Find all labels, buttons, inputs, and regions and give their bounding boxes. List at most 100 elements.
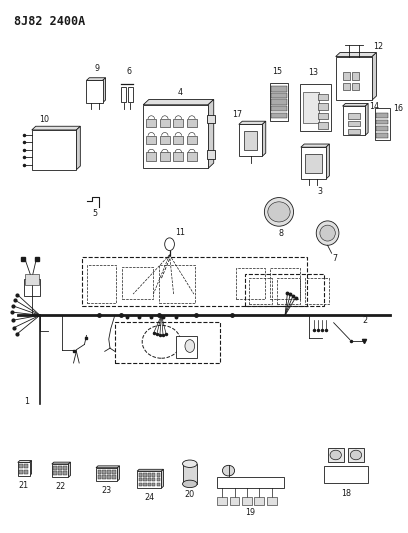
Bar (318, 103, 328, 110)
Circle shape (165, 238, 174, 251)
Bar (122, 266, 153, 300)
Bar (336, 56, 372, 100)
Bar (148, 473, 151, 477)
Bar (353, 83, 359, 91)
Bar (318, 113, 328, 119)
Bar (376, 119, 388, 124)
Bar (53, 471, 57, 475)
Text: 22: 22 (55, 482, 65, 491)
Bar (143, 105, 208, 168)
Polygon shape (208, 100, 214, 168)
Text: 23: 23 (102, 486, 112, 495)
Ellipse shape (182, 480, 197, 488)
Bar (52, 464, 69, 477)
Bar (270, 83, 288, 121)
Bar (248, 278, 272, 304)
Polygon shape (326, 144, 329, 179)
Bar (152, 482, 155, 486)
Bar (230, 497, 239, 505)
Bar (242, 497, 252, 505)
Bar (143, 482, 146, 486)
Bar (344, 83, 350, 91)
Polygon shape (52, 462, 71, 464)
Polygon shape (18, 461, 31, 463)
Bar (173, 136, 183, 144)
Bar (375, 109, 390, 140)
Bar (217, 497, 227, 505)
Text: 18: 18 (341, 489, 351, 498)
Polygon shape (29, 461, 31, 475)
Polygon shape (301, 144, 329, 147)
Bar (324, 466, 368, 482)
Bar (376, 113, 388, 118)
Bar (187, 119, 197, 127)
Bar (301, 147, 326, 179)
Bar (115, 321, 220, 363)
Text: 4: 4 (177, 88, 182, 98)
Text: 8J82 2400A: 8J82 2400A (13, 14, 85, 28)
Bar (63, 466, 67, 470)
Bar (318, 94, 328, 100)
Bar (343, 106, 365, 135)
Bar (318, 123, 328, 129)
Bar (348, 448, 364, 463)
Bar (255, 497, 264, 505)
Text: 3: 3 (317, 188, 322, 197)
Bar (24, 279, 40, 296)
Bar (217, 477, 284, 488)
Bar (348, 114, 360, 119)
Bar (376, 126, 388, 131)
Bar (87, 265, 116, 303)
Bar (102, 475, 106, 479)
Text: 20: 20 (185, 490, 195, 499)
Polygon shape (143, 100, 214, 105)
Bar (270, 268, 300, 300)
Text: 8: 8 (279, 229, 284, 238)
Bar (112, 475, 116, 479)
Text: 13: 13 (308, 68, 318, 77)
Bar (20, 470, 23, 474)
Bar (157, 478, 160, 481)
Bar (146, 152, 156, 161)
Polygon shape (343, 103, 368, 106)
Bar (305, 278, 329, 304)
Polygon shape (103, 78, 106, 103)
Bar (82, 257, 307, 306)
Bar (139, 478, 142, 481)
Bar (187, 152, 197, 161)
Bar (277, 278, 300, 304)
Bar (328, 448, 344, 463)
Polygon shape (239, 121, 266, 124)
Text: 19: 19 (246, 508, 256, 517)
Bar (58, 466, 62, 470)
Ellipse shape (264, 198, 293, 226)
Bar (143, 473, 146, 477)
Bar (128, 87, 133, 102)
Text: 10: 10 (39, 115, 49, 124)
Polygon shape (365, 103, 368, 135)
Polygon shape (32, 126, 80, 130)
Bar (271, 106, 287, 111)
Bar (63, 471, 67, 475)
Ellipse shape (320, 225, 335, 241)
Bar (139, 482, 142, 486)
Bar (271, 112, 287, 118)
Bar (348, 129, 360, 134)
Bar (182, 464, 197, 484)
Polygon shape (372, 53, 377, 100)
Bar (173, 119, 183, 127)
Text: 12: 12 (373, 43, 384, 52)
Bar (53, 466, 57, 470)
Bar (24, 464, 28, 469)
Bar (143, 478, 146, 481)
Bar (207, 150, 215, 159)
Bar (102, 470, 106, 474)
Text: 16: 16 (393, 104, 403, 113)
Bar (107, 470, 111, 474)
Bar (187, 136, 197, 144)
Bar (148, 478, 151, 481)
Bar (244, 274, 324, 306)
Bar (376, 133, 388, 138)
Text: 1: 1 (24, 397, 29, 406)
Bar (159, 265, 195, 303)
